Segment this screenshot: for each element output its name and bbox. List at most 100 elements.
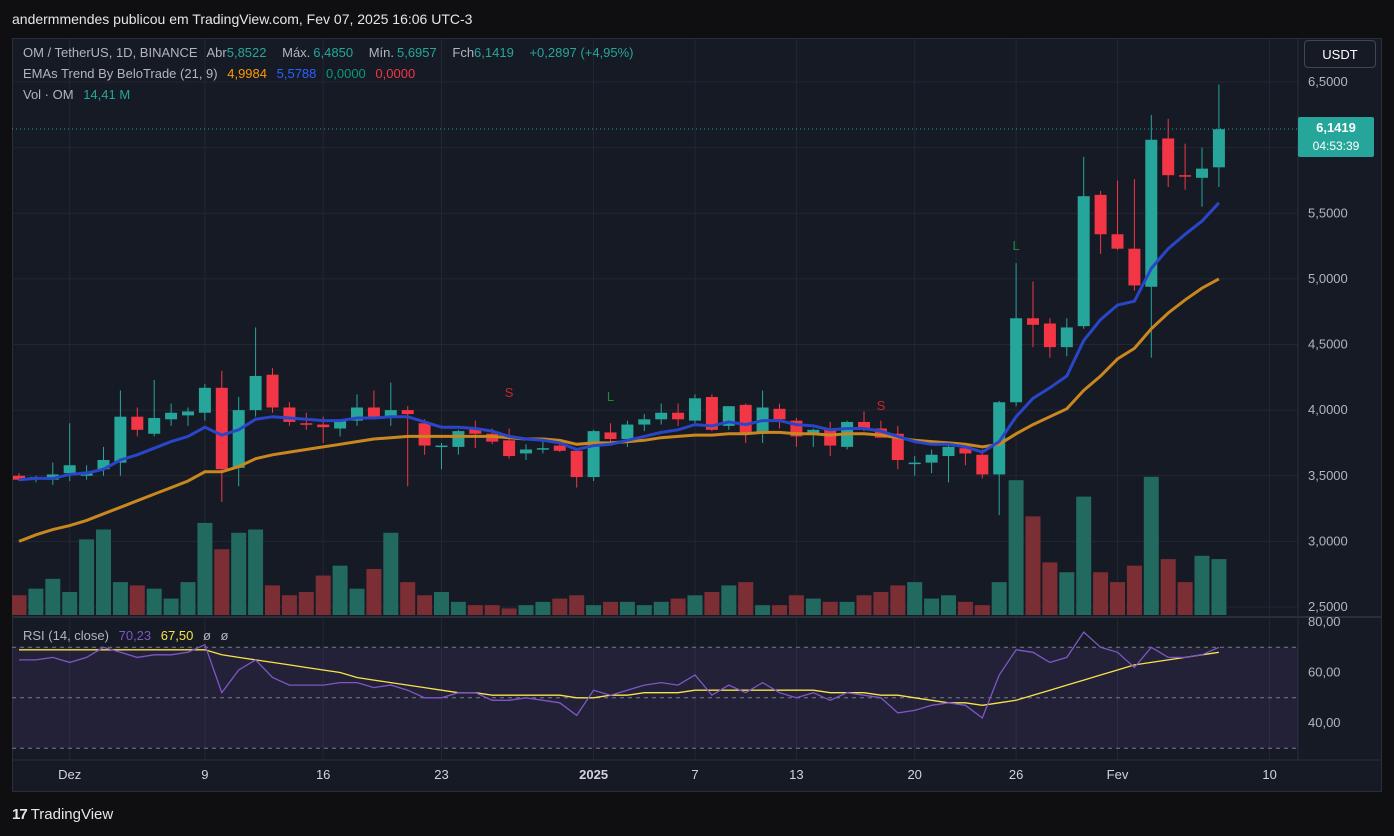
candle-body: [553, 445, 566, 451]
volume-bar: [383, 532, 399, 615]
candle-body: [452, 431, 465, 447]
legend-low-label: Mín.: [368, 45, 394, 60]
axis-labels: 6,50006,00005,50005,00004,50004,00003,50…: [58, 74, 1348, 782]
time-tick-label: 2025: [579, 767, 608, 782]
candle-body: [570, 450, 583, 478]
volume-bar: [112, 582, 128, 615]
volume-bar: [1211, 559, 1227, 615]
candle-body: [1060, 327, 1073, 348]
volume-bar: [1194, 555, 1210, 615]
ema-fast-value: 5,5788: [276, 66, 317, 81]
volume-bar: [501, 608, 517, 615]
ema-lines: [18, 201, 1221, 543]
candle-body: [334, 420, 347, 429]
candle-body: [705, 397, 718, 430]
candle-body: [874, 428, 887, 438]
candle-body: [13, 475, 25, 480]
candle-body: [1196, 168, 1208, 178]
rsi-tick-label: 80,00: [1308, 614, 1341, 629]
volume-bar: [129, 585, 145, 615]
volume-bar: [619, 601, 635, 615]
candle-body: [114, 416, 127, 463]
time-tick-label: 7: [691, 767, 698, 782]
tradingview-logo-icon: 17: [12, 806, 28, 823]
volume-bar: [653, 601, 669, 615]
volume-bar: [400, 582, 416, 615]
last-price-tag: 6,1419 04:53:39: [1298, 117, 1374, 157]
volume-bar: [569, 595, 585, 615]
candle-body: [959, 448, 972, 454]
volume-bar: [822, 601, 838, 615]
volume-bar: [518, 605, 534, 615]
last-price: 6,1419: [1316, 120, 1356, 135]
ema-fast-line: [18, 201, 1221, 482]
volume-bar: [45, 578, 61, 615]
volume-bar: [687, 595, 703, 615]
price-tick-label: 6,5000: [1308, 74, 1348, 89]
candle-body: [672, 412, 685, 420]
rsi-extra-1: ø: [202, 628, 211, 643]
volume-bar: [197, 522, 213, 615]
rsi-extra-2: ø: [220, 628, 229, 643]
candle-body: [401, 410, 414, 415]
volume-bar: [636, 605, 652, 615]
price-tick-label: 3,5000: [1308, 468, 1348, 483]
legend-change: +0,2897 (+4,95%): [529, 45, 634, 60]
volume-bar: [214, 549, 230, 615]
candle-body: [1077, 196, 1090, 327]
legend-high: 6,4850: [313, 45, 354, 60]
candle-body: [317, 424, 330, 428]
candle-body: [300, 423, 313, 425]
volume-bar: [704, 591, 720, 615]
legend-rsi[interactable]: RSI (14, close) 70,23 67,50 ø ø: [23, 628, 234, 643]
candle-body: [1094, 194, 1107, 235]
legend-ema[interactable]: EMAs Trend By BeloTrade (21, 9) 4,9984 5…: [23, 66, 421, 81]
footer-brand[interactable]: 17 TradingView: [12, 803, 113, 827]
candle-body: [976, 454, 989, 475]
legend-close: 6,1419: [474, 45, 514, 60]
volume-bar: [434, 591, 449, 615]
candle-body: [1027, 318, 1039, 325]
price-tick-label: 5,0000: [1308, 271, 1348, 286]
currency-button[interactable]: USDT: [1304, 40, 1376, 68]
volume-bar: [1160, 559, 1176, 615]
candle-body: [198, 387, 211, 413]
candle-body: [993, 402, 1006, 475]
legend-volume[interactable]: Vol · OM 14,41 M: [23, 87, 136, 102]
volume-bar: [12, 595, 27, 615]
volume-bar: [450, 601, 466, 615]
legend-open-label: Abr: [206, 45, 227, 60]
candle-body: [520, 449, 532, 454]
volume-bar: [1177, 582, 1193, 615]
candle-body: [689, 398, 701, 421]
time-tick-label: 26: [1009, 767, 1023, 782]
candle-body: [824, 428, 837, 446]
rsi-ma-value: 67,50: [160, 628, 194, 643]
volume-bar: [586, 605, 602, 615]
candle-body: [536, 448, 549, 450]
volume-bar: [721, 585, 737, 615]
price-tick-label: 4,0000: [1308, 402, 1348, 417]
ema-v4-value: 0,0000: [375, 66, 416, 81]
candle-body: [435, 445, 448, 448]
candle-body: [469, 428, 482, 434]
price-tick-label: 5,5000: [1308, 205, 1348, 220]
volume-bar: [603, 601, 618, 615]
time-tick-label: 13: [789, 767, 803, 782]
volume-bar: [231, 532, 247, 615]
ema-v3-value: 0,0000: [326, 66, 366, 81]
candle-body: [367, 407, 380, 418]
volume-bar: [974, 605, 990, 615]
volume-bar: [873, 591, 889, 615]
volume-bar: [315, 575, 331, 615]
sell-signal-label: S: [877, 398, 886, 413]
volume-bar: [535, 601, 551, 615]
volume-bar: [924, 598, 940, 615]
candle-body: [418, 423, 431, 446]
candle-body: [1128, 248, 1141, 286]
volume-bar: [670, 598, 686, 615]
volume-bar: [1059, 572, 1075, 615]
time-tick-label: 23: [434, 767, 448, 782]
candle-body: [1043, 323, 1056, 348]
